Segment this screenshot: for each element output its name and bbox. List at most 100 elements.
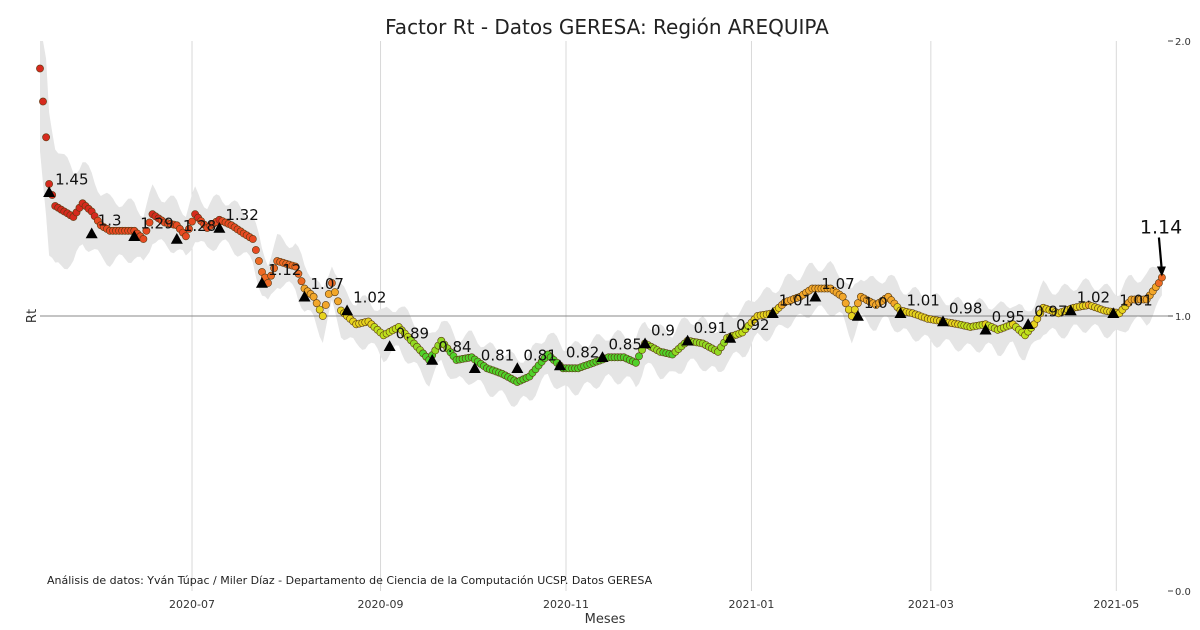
annotation-label: 0.97 xyxy=(1034,302,1067,320)
rt-point xyxy=(36,64,44,73)
annotation-label: 0.84 xyxy=(438,338,471,356)
annotation-marker xyxy=(1064,304,1077,316)
y-tick-label: 0.0 xyxy=(1175,587,1191,598)
annotation-label: 0.85 xyxy=(608,335,641,353)
rt-point xyxy=(327,279,336,287)
rt-point xyxy=(267,271,275,280)
y-axis-label: Rt xyxy=(25,309,40,323)
rt-point xyxy=(841,299,850,308)
x-tick-label: 2021-05 xyxy=(1093,598,1139,611)
rt-point xyxy=(145,218,154,227)
rt-point xyxy=(312,299,321,308)
rt-point xyxy=(254,257,263,265)
annotation-marker xyxy=(979,323,992,335)
y-tick-label: 1.0 xyxy=(1175,312,1191,323)
rt-point xyxy=(181,232,190,241)
x-tick-label: 2021-03 xyxy=(908,598,954,611)
annotation-label: 1.29 xyxy=(140,214,173,232)
annotation-label: 1.3 xyxy=(98,212,122,230)
rt-point xyxy=(330,288,339,297)
rt-point xyxy=(142,226,151,235)
annotation-label: 1.32 xyxy=(225,206,258,224)
annotation-label: 1.01 xyxy=(1119,291,1152,309)
annotation-label: 0.81 xyxy=(481,346,514,364)
rt-point xyxy=(251,246,260,254)
rt-point xyxy=(270,264,278,273)
annotation-marker xyxy=(213,222,226,233)
annotation-marker xyxy=(1022,318,1035,330)
annotation-marker xyxy=(511,362,524,374)
rt-point xyxy=(309,292,318,301)
annotation-layer: 1.45 1.3 1.29 1.28 1.32 1.12 1.07 1.02 0.89 0.84 0… xyxy=(43,170,1182,374)
last-value-arrow-shaft xyxy=(1157,237,1164,272)
annotation-marker xyxy=(341,304,354,316)
annotation-label: 1.02 xyxy=(353,289,386,307)
annotation-marker xyxy=(426,354,439,365)
rt-point xyxy=(185,224,193,233)
rt-point xyxy=(635,352,643,361)
annotation-marker xyxy=(809,290,822,302)
annotation-marker xyxy=(255,277,268,288)
x-tick-label: 2021-01 xyxy=(728,598,774,611)
annotation-label: 0.89 xyxy=(396,324,429,342)
annotation-marker xyxy=(937,315,950,327)
annotation-label: 0.81 xyxy=(523,346,556,364)
rt-point xyxy=(139,235,148,243)
annotation-label: 1.01 xyxy=(779,291,812,309)
rt-point xyxy=(294,269,303,278)
annotation-marker xyxy=(383,340,396,352)
annotation-marker xyxy=(170,233,183,244)
rt-point xyxy=(318,312,327,320)
annotation-label: 1.12 xyxy=(268,261,301,279)
annotation-marker xyxy=(681,334,694,346)
source-footnote: Análisis de datos: Yván Túpac / Miler Dí… xyxy=(47,574,653,587)
rt-point xyxy=(854,299,862,308)
rt-point xyxy=(42,133,50,142)
annotation-label: 1.01 xyxy=(906,291,939,309)
annotation-marker xyxy=(596,351,609,363)
rt-point xyxy=(334,297,342,306)
chart-title: Factor Rt - Datos GERESA: Región AREQUIP… xyxy=(385,15,829,39)
annotation-label: 1.45 xyxy=(55,170,88,188)
rt-point xyxy=(291,262,300,271)
rt-point xyxy=(321,301,330,309)
rt-point xyxy=(248,235,257,243)
rt-point xyxy=(39,97,47,106)
annotation-marker xyxy=(553,359,566,371)
annotation-label: 1.07 xyxy=(311,275,344,293)
annotation-marker xyxy=(128,230,141,242)
rt-point xyxy=(838,292,847,301)
annotation-label: 0.91 xyxy=(694,319,727,337)
annotation-marker xyxy=(639,337,652,349)
annotation-marker xyxy=(851,310,864,321)
annotation-marker xyxy=(1107,307,1120,319)
annotation-marker xyxy=(43,186,56,198)
annotation-label: 0.82 xyxy=(566,344,599,362)
rt-point xyxy=(188,217,196,226)
rt-point xyxy=(297,277,306,286)
annotation-marker xyxy=(894,307,907,319)
rt-point xyxy=(632,358,640,367)
x-tick-label: 2020-07 xyxy=(169,598,215,611)
annotation-marker xyxy=(85,227,98,239)
annotation-label: 1.0 xyxy=(864,294,888,312)
x-axis-label: Meses xyxy=(585,612,626,627)
y-tick-label: 2.0 xyxy=(1175,37,1191,48)
annotation-marker xyxy=(468,362,481,374)
annotation-marker xyxy=(298,290,311,302)
annotation-label: 0.98 xyxy=(949,300,982,318)
rt-point xyxy=(315,305,324,314)
axis-layer: 2020-07 2020-09 2020-11 2021-01 2021-03 2021-… xyxy=(169,37,1191,611)
annotation-label: 0.95 xyxy=(992,308,1025,326)
annotation-label: 1.02 xyxy=(1077,289,1110,307)
annotation-label: 0.9 xyxy=(651,322,675,340)
rt-point xyxy=(850,305,859,314)
annotation-marker xyxy=(766,307,779,319)
last-value-label: 1.14 xyxy=(1140,217,1182,239)
annotation-marker xyxy=(724,332,737,343)
annotation-label: 0.92 xyxy=(736,316,769,334)
last-value-arrowhead xyxy=(1156,266,1166,277)
annotation-label: 1.07 xyxy=(821,275,854,293)
x-tick-label: 2020-11 xyxy=(543,598,589,611)
